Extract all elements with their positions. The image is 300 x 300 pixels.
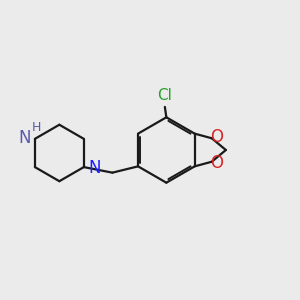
Text: O: O <box>211 128 224 146</box>
Text: H: H <box>31 121 41 134</box>
Text: Cl: Cl <box>158 88 172 103</box>
Text: O: O <box>211 154 224 172</box>
Text: N: N <box>18 129 31 147</box>
Text: N: N <box>88 159 100 177</box>
